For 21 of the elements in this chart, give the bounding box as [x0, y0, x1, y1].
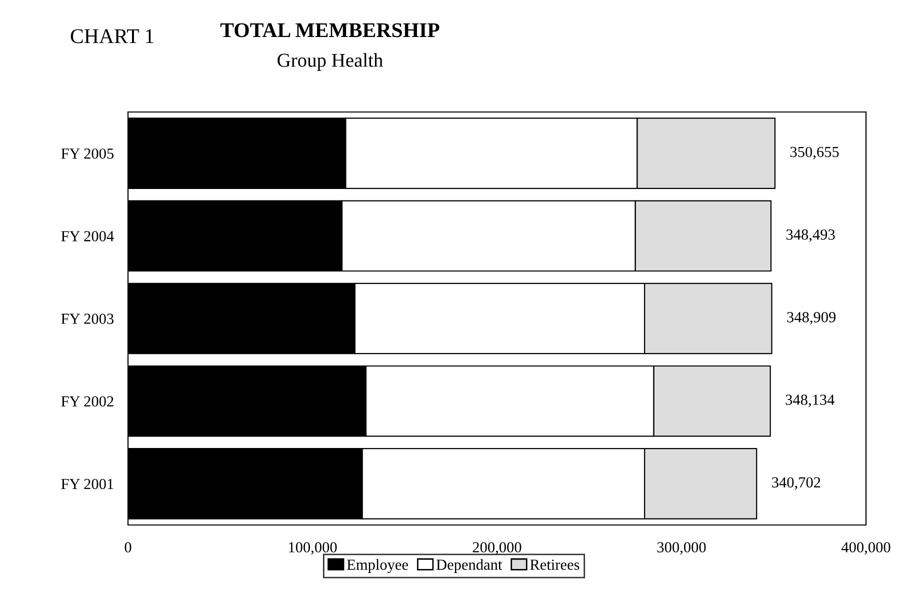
legend-label: Employee	[347, 559, 408, 573]
chart-title: TOTAL MEMBERSHIP	[220, 23, 440, 38]
x-tick-label: 200,000	[472, 542, 522, 555]
total-label: 348,134	[786, 394, 834, 408]
caption: CHART 1	[70, 29, 154, 44]
y-tick-label: FY 2005	[61, 148, 114, 159]
total-label: 350,655	[790, 146, 839, 160]
total-label: 348,909	[787, 312, 836, 325]
x-tick-label: 100,000	[289, 542, 337, 555]
y-tick-label: FY 2004	[61, 231, 114, 242]
y-tick-label: FY 2002	[61, 396, 114, 407]
x-tick-label: 400,000	[841, 542, 890, 555]
x-tick-label: 0	[124, 542, 132, 552]
y-tick-label: FY 2001	[61, 478, 114, 490]
legend-label: Dependant	[436, 559, 502, 573]
chart-subtitle: Group Health	[278, 53, 383, 71]
legend-label: Retirees	[530, 560, 580, 570]
x-tick-label: 300,000	[657, 542, 706, 555]
y-tick-label: FY 2003	[61, 314, 114, 324]
total-label: 348,493	[786, 229, 835, 242]
total-label: 340,702	[772, 477, 820, 490]
